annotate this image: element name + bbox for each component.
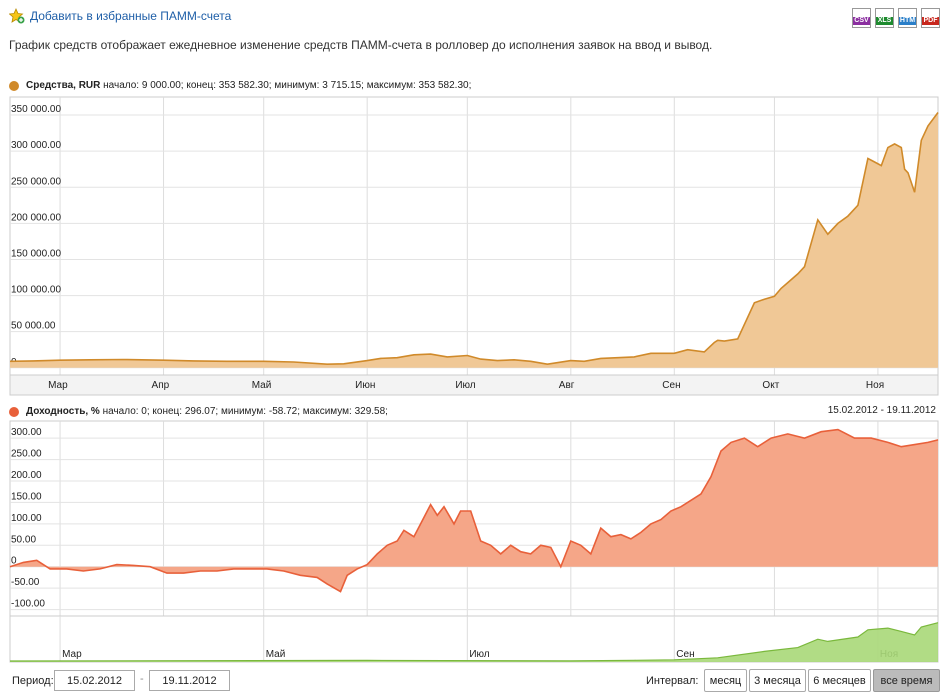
equity-legend-dot: [9, 80, 19, 91]
navigator-chart[interactable]: МарМайИюлСенНоя: [9, 615, 939, 663]
y-tick-label: 200.00: [11, 470, 42, 481]
export-csv-label: CSV: [853, 17, 870, 25]
y-tick-label: 200 000.00: [11, 212, 61, 223]
equity-legend: Средства, RUR начало: 9 000.00; конец: 3…: [9, 80, 471, 91]
y-tick-label: 300 000.00: [11, 140, 61, 151]
export-pdf-label: PDF: [922, 17, 939, 25]
interval-month-button[interactable]: месяц: [704, 669, 747, 692]
navigator-tick-label: Июл: [469, 649, 489, 660]
return-legend-dot: [9, 406, 19, 417]
y-tick-label: 150.00: [11, 491, 42, 502]
series-line: [9, 428, 939, 593]
y-tick-label: -100.00: [11, 599, 45, 610]
return-legend-stats: начало: 0; конец: 296.07; минимум: -58.7…: [99, 406, 388, 417]
return-legend-text: Доходность, % начало: 0; конец: 296.07; …: [26, 406, 388, 417]
export-csv-button[interactable]: CSV: [852, 8, 871, 28]
export-htm-label: HTM: [899, 17, 916, 25]
x-tick-label: Авг: [559, 380, 575, 391]
y-tick-label: 100.00: [11, 513, 42, 524]
return-legend-title: Доходность, %: [26, 406, 100, 417]
y-tick-label: 250.00: [11, 449, 42, 460]
date-from-input[interactable]: [54, 670, 135, 691]
return-legend: Доходность, % начало: 0; конец: 296.07; …: [9, 406, 388, 417]
navigator-series-line: [9, 622, 939, 662]
y-tick-label: -50.00: [11, 577, 40, 588]
export-xls-button[interactable]: XLS: [875, 8, 894, 28]
add-to-favorites-label: Добавить в избранные ПАММ-счета: [30, 9, 232, 23]
x-axis-band: [9, 374, 939, 396]
y-tick-label: 250 000.00: [11, 176, 61, 187]
add-to-favorites-link[interactable]: Добавить в избранные ПАММ-счета: [9, 8, 231, 24]
navigator-tick-label: Мар: [62, 649, 82, 660]
controls-bar: Период: - Интервал: месяц 3 месяца 6 мес…: [0, 668, 948, 696]
export-buttons: CSV XLS HTM PDF: [852, 8, 940, 28]
series-area: [10, 112, 938, 368]
y-tick-label: 50 000.00: [11, 321, 56, 332]
interval-label: Интервал:: [646, 675, 699, 687]
x-tick-label: Июл: [455, 380, 475, 391]
interval-6-months-button[interactable]: 6 месяцев: [808, 669, 871, 692]
navigator-series-area: [10, 622, 938, 662]
export-htm-button[interactable]: HTM: [898, 8, 917, 28]
period-label: Период:: [12, 675, 54, 687]
y-tick-label: 50.00: [11, 534, 36, 545]
series-line: [9, 112, 939, 366]
y-tick-label: 350 000.00: [11, 104, 61, 115]
y-tick-label: 150 000.00: [11, 248, 61, 259]
x-tick-label: Окт: [762, 380, 779, 391]
equity-legend-stats: начало: 9 000.00; конец: 353 582.30; мин…: [100, 80, 472, 91]
charts-svg[interactable]: 0 50 000.00 100 000.00 150 000.00 200 000.00…: [0, 0, 948, 668]
x-tick-label: Май: [252, 380, 272, 391]
date-separator: -: [140, 673, 144, 685]
interval-all-time-button[interactable]: все время: [873, 669, 940, 692]
y-tick-label: 100 000.00: [11, 285, 61, 296]
date-to-input[interactable]: [149, 670, 230, 691]
x-tick-label: Мар: [48, 380, 68, 391]
export-xls-label: XLS: [876, 17, 893, 25]
x-tick-label: Ноя: [866, 380, 884, 391]
return-chart: -100.00 -50.00 0 50.00 100.00 150.00 200.00 250…: [9, 420, 939, 617]
y-tick-label: 0: [11, 556, 17, 567]
equity-legend-title: Средства, RUR: [26, 80, 101, 91]
x-tick-label: Июн: [355, 380, 375, 391]
chart-description: График средств отображает ежедневное изм…: [9, 38, 713, 52]
series-area: [10, 429, 938, 592]
x-tick-label: Сен: [662, 380, 680, 391]
equity-legend-text: Средства, RUR начало: 9 000.00; конец: 3…: [26, 80, 471, 91]
x-tick-label: Апр: [152, 380, 170, 391]
date-range-label: 15.02.2012 - 19.11.2012: [827, 405, 936, 416]
star-add-icon: [9, 8, 25, 24]
interval-3-months-button[interactable]: 3 месяца: [749, 669, 806, 692]
export-pdf-button[interactable]: PDF: [921, 8, 940, 28]
y-tick-label: 300.00: [11, 427, 42, 438]
navigator-tick-label: Сен: [676, 649, 694, 660]
navigator-tick-label: Май: [266, 649, 286, 660]
